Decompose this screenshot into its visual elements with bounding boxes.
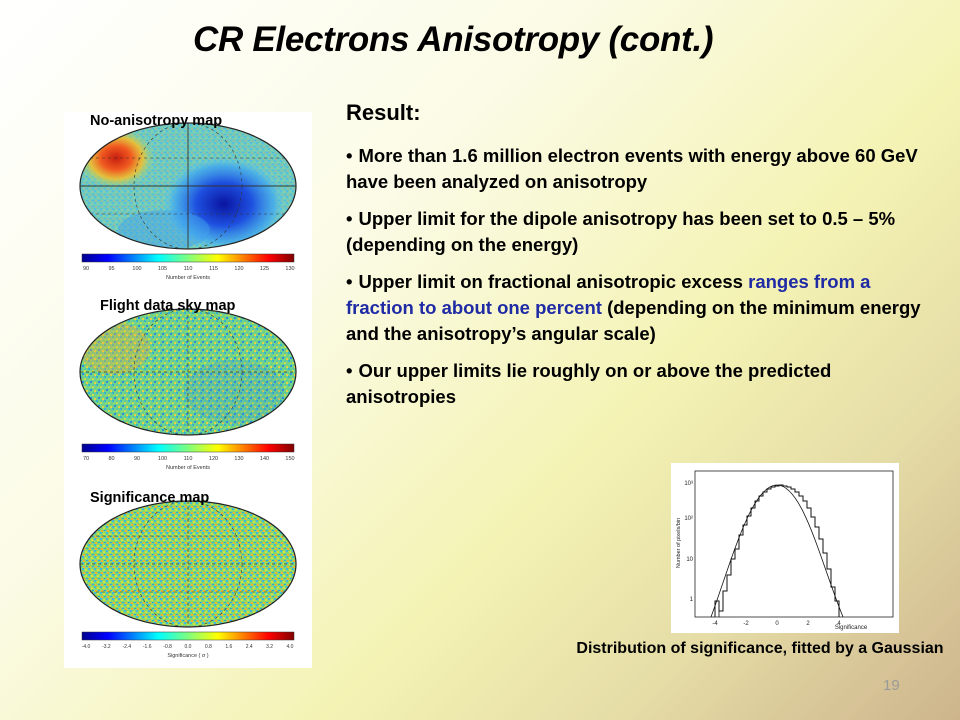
result-bullet: • Our upper limits lie roughly on or abov… xyxy=(346,358,931,410)
colorbar-tick-label: -2.4 xyxy=(122,644,131,650)
result-bullet-text: Upper limit on fractional anisotropic ex… xyxy=(358,271,749,292)
result-bullet-text: Upper limit for the dipole anisotropy ha… xyxy=(346,208,896,255)
histogram-figure: 10³ 10² 10 1 -4 -2 0 2 4 Significance Number of… xyxy=(676,470,894,631)
colorbar-tick-label: 100 xyxy=(132,266,141,272)
flight-data-sky-map xyxy=(79,308,297,436)
no-anisotropy-map-label: No-anisotropy map xyxy=(90,113,223,129)
colorbar-tick-label: 1.6 xyxy=(225,644,232,650)
colorbar-tick-label: -4.0 xyxy=(82,644,91,650)
result-heading: Result: xyxy=(346,100,421,125)
significance-sky-map xyxy=(79,500,297,628)
colorbar-tick-label: 4.0 xyxy=(287,644,294,650)
histogram-y-tick-label: 1 xyxy=(690,597,694,603)
result-bullet: • Upper limit on fractional anisotropic e… xyxy=(346,269,931,347)
sky-maps-figure: 90 95 100 105 110 115 120 125 130 Number of Even… xyxy=(79,122,297,659)
colorbar-tick-label: 110 xyxy=(184,456,193,462)
colorbar-2: 70 80 90 100 110 120 130 140 150 Number of Event… xyxy=(81,443,295,471)
histogram-xlabel: Significance xyxy=(835,625,868,631)
bullet-icon: • xyxy=(346,360,353,381)
colorbar-2-title: Number of Events xyxy=(166,465,210,471)
histogram-x-tick-label: 4 xyxy=(837,621,841,627)
slide-title: CR Electrons Anisotropy (cont.) xyxy=(193,20,714,59)
result-bullet-text: Our upper limits lie roughly on or above… xyxy=(346,360,832,407)
bullet-icon: • xyxy=(346,271,353,292)
histogram-steps xyxy=(714,484,840,617)
histogram-ylabel: Number of pixels/bin xyxy=(676,518,682,568)
histogram-x-tick-label: 0 xyxy=(775,621,779,627)
colorbar-tick-label: -1.6 xyxy=(143,644,152,650)
colorbar-tick-label: 3.2 xyxy=(266,644,273,650)
result-bullet-list: • More than 1.6 million electron events w… xyxy=(346,143,931,421)
colorbar-tick-label: 120 xyxy=(209,456,218,462)
bullet-icon: • xyxy=(346,208,353,229)
colorbar-1: 90 95 100 105 110 115 120 125 130 Number of Even… xyxy=(81,253,295,281)
bullet-icon: • xyxy=(346,145,353,166)
colorbar-tick-label: 125 xyxy=(260,266,269,272)
result-bullet-highlight: ranges from a fraction to about one perc… xyxy=(346,271,871,318)
flight-data-map-label: Flight data sky map xyxy=(100,298,236,314)
colorbar-tick-label: 0.8 xyxy=(205,644,212,650)
colorbar-tick-label: 105 xyxy=(158,266,167,272)
colorbar-tick-label: 130 xyxy=(285,266,294,272)
result-bullet-text: More than 1.6 million electron events wi… xyxy=(346,145,918,192)
colorbar-tick-label: 0.0 xyxy=(185,644,192,650)
colorbar-tick-label: 70 xyxy=(83,456,89,462)
colorbar-tick-label: 80 xyxy=(108,456,114,462)
colorbar-tick-label: 100 xyxy=(158,456,167,462)
colorbar-tick-label: 120 xyxy=(234,266,243,272)
histogram-x-tick-label: 2 xyxy=(806,621,810,627)
histogram-y-tick-label: 10³ xyxy=(684,481,693,487)
sky-maps-panel: 90 95 100 105 110 115 120 125 130 Number of Even… xyxy=(64,112,312,668)
colorbar-tick-label: 90 xyxy=(134,456,140,462)
colorbar-tick-label: 140 xyxy=(260,456,269,462)
histogram-y-tick-label: 10 xyxy=(686,557,693,563)
colorbar-tick-label: 150 xyxy=(285,456,294,462)
colorbar-tick-label: 90 xyxy=(83,266,89,272)
no-anisotropy-sky-map xyxy=(79,122,297,250)
colorbar-tick-label: 95 xyxy=(108,266,114,272)
colorbar-3-title: Significance ( σ ) xyxy=(167,653,208,659)
colorbar-tick-label: 110 xyxy=(184,266,193,272)
histogram-x-tick-label: -2 xyxy=(743,621,749,627)
result-bullet-text: (depending on the minimum energy and the… xyxy=(346,297,921,344)
significance-histogram: 10³ 10² 10 1 -4 -2 0 2 4 Significance Number of… xyxy=(671,463,899,633)
histogram-x-tick-label: -4 xyxy=(712,621,718,627)
colorbar-tick-label: -3.2 xyxy=(102,644,111,650)
result-bullet: • More than 1.6 million electron events w… xyxy=(346,143,931,195)
significance-map-label: Significance map xyxy=(90,490,210,506)
colorbar-tick-label: 2.4 xyxy=(246,644,253,650)
colorbar-tick-label: 115 xyxy=(209,266,218,272)
histogram-caption: Distribution of significance, fitted by … xyxy=(576,640,944,657)
histogram-y-tick-label: 10² xyxy=(684,516,693,522)
colorbar-1-title: Number of Events xyxy=(166,275,210,281)
result-bullet: • Upper limit for the dipole anisotropy h… xyxy=(346,206,931,258)
gaussian-fit-curve xyxy=(710,484,844,618)
colorbar-3: -4.0 -3.2 -2.4 -1.6 -0.8 0.0 0.8 1.6 2.4 3.2 4.0 S… xyxy=(82,631,295,659)
colorbar-tick-label: 130 xyxy=(234,456,243,462)
page-number: 19 xyxy=(883,677,900,694)
colorbar-tick-label: -0.8 xyxy=(163,644,172,650)
